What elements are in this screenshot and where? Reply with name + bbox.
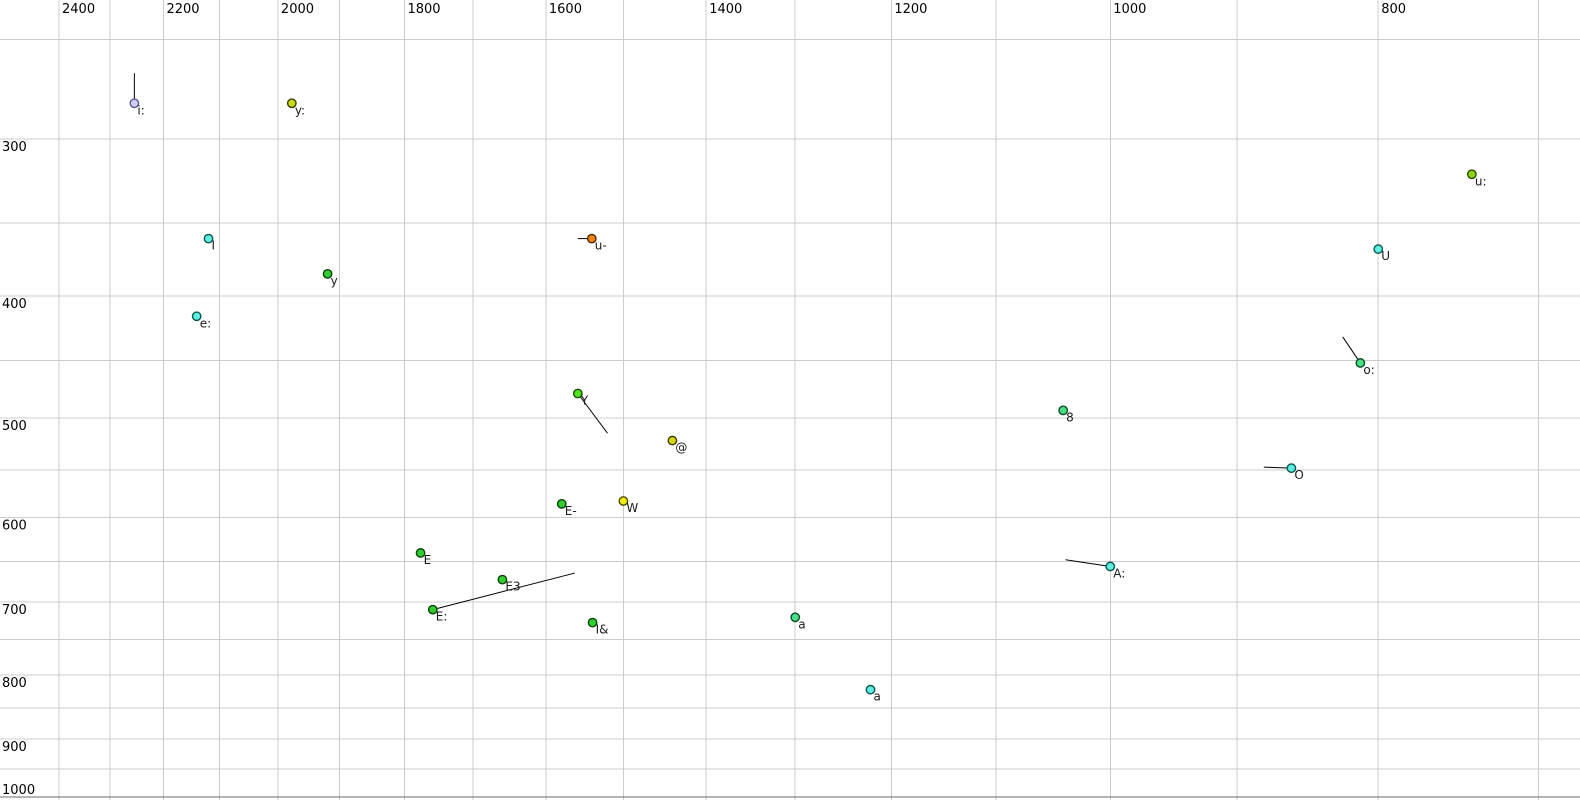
data-point [618,496,629,506]
x-tick-label: 1600 [549,2,582,17]
whisker-line [577,393,608,434]
point-label: E: [436,610,448,624]
point-label: y: [295,103,305,117]
point-label: Y [580,394,589,408]
point-label: @ [675,441,687,455]
y-tick-label: 900 [2,740,27,755]
data-point [322,268,333,279]
whisker-line [1065,559,1111,567]
data-point [1058,405,1069,416]
y-tick-label: 600 [2,519,27,534]
x-tick-label: 1800 [407,2,440,17]
point-label: U [1381,249,1390,263]
point-label: A: [1113,566,1125,580]
y-tick-label: 300 [2,140,27,155]
point-label: I& [596,623,609,637]
point-label: u- [595,239,607,253]
point-label: a [798,617,805,631]
data-point [587,617,598,628]
data-point [497,574,508,585]
point-label: I [212,239,216,253]
data-point [667,435,678,446]
x-tick-label: 2000 [281,2,314,17]
data-point [1105,561,1116,572]
point-label: E [424,553,432,567]
data-point [286,98,297,109]
point-label: O [1294,468,1303,482]
y-tick-label: 400 [2,297,27,312]
x-tick-label: 1200 [894,2,927,17]
point-label: a [874,690,881,704]
whisker-line [432,572,575,611]
x-tick-label: 2200 [166,2,199,17]
point-label: 8 [1066,410,1074,424]
data-point [1355,358,1366,368]
y-tick-label: 700 [2,603,27,618]
x-tick-label: 1400 [709,2,742,17]
x-tick-label: 2400 [62,2,95,17]
point-label: i: [137,103,144,117]
point-label: y [331,274,338,288]
data-point [427,604,438,615]
data-point [129,98,140,109]
data-point [415,548,426,558]
data-point [191,311,202,322]
y-tick-label: 800 [2,676,27,691]
data-point [586,233,597,244]
point-label: E3 [505,580,520,594]
point-label: W [626,501,638,515]
x-tick-label: 800 [1381,2,1406,17]
y-tick-label: 500 [2,419,27,434]
x-tick-label: 1000 [1113,2,1146,17]
data-point [1466,169,1477,180]
data-point [572,388,583,399]
data-point [1373,244,1384,255]
data-point [203,233,214,244]
point-label: e: [200,316,211,330]
data-point [556,498,567,509]
point-label: o: [1363,363,1374,377]
data-point [1286,463,1297,474]
data-point [865,684,876,695]
whisker-line [1342,336,1361,364]
point-label: u: [1475,174,1487,188]
y-tick-label: 1000 [2,783,35,798]
point-label: E- [565,504,577,518]
data-point [790,612,801,623]
